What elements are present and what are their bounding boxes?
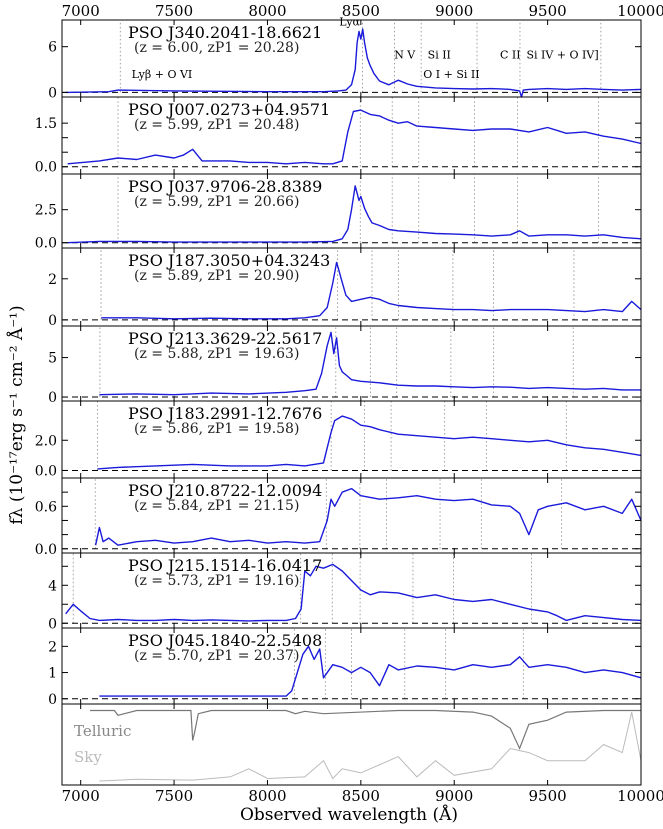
spectrum-line bbox=[67, 109, 642, 165]
spectrum-line bbox=[65, 563, 642, 622]
spectrum-line bbox=[65, 28, 642, 98]
panel-object-name: PSO J045.1840-22.5408 bbox=[128, 631, 322, 650]
panel-object-name: PSO J215.1514-16.0417 bbox=[128, 556, 322, 575]
bottom-panel-frame bbox=[61, 703, 642, 786]
bottom-x-tick-label: 7500 bbox=[155, 787, 193, 805]
y-axis-label: fλ (10⁻¹⁷erg s⁻¹ cm⁻² Å⁻¹) bbox=[6, 305, 27, 524]
panel-object-name: PSO J213.3629-22.5617 bbox=[128, 329, 322, 348]
emission-line-label: Si IV + O IV] bbox=[526, 49, 598, 62]
y-tick-label: 0 bbox=[48, 313, 57, 329]
y-tick-label: 0 bbox=[48, 390, 57, 406]
panel-5: 0 5 PSO J213.3629-22.5617(z = 5.88, zP1 = … bbox=[48, 325, 642, 406]
top-x-tick-label: 8500 bbox=[342, 2, 380, 20]
panel-object-name: PSO J183.2991-12.7676 bbox=[128, 404, 322, 423]
y-tick-label: 0.0 bbox=[35, 160, 57, 176]
emission-line-label: O I + Si II bbox=[423, 68, 479, 81]
y-tick-label: 2 bbox=[48, 639, 57, 655]
spectrum-line bbox=[67, 185, 642, 244]
sky-line bbox=[99, 711, 642, 782]
y-tick-label: 4 bbox=[48, 578, 57, 594]
panel-redshift-info: (z = 5.84, zP1 = 21.15) bbox=[134, 498, 299, 514]
y-tick-label: 0.0 bbox=[35, 236, 57, 252]
emission-line-label: Si II bbox=[428, 49, 451, 62]
top-x-tick-label: 10000 bbox=[617, 2, 663, 20]
bottom-x-axis: 7000 7500 8000 8500 9000 9500 10000 bbox=[62, 787, 663, 805]
emission-line-label: N V bbox=[394, 49, 416, 62]
panel-object-name: PSO J037.9706-28.8389 bbox=[128, 177, 322, 196]
y-tick-label: 2 bbox=[48, 272, 57, 288]
spectra-panels: 0 6 PSO J340.2041-18.6621(z = 6.00, zP1 = … bbox=[35, 15, 642, 708]
panel-redshift-info: (z = 5.89, zP1 = 20.90) bbox=[134, 268, 299, 284]
y-tick-label: 1 bbox=[48, 666, 57, 682]
y-tick-label: 5 bbox=[48, 351, 57, 367]
panel-4: 0 2 PSO J187.3050+04.3243(z = 5.89, zP1 = … bbox=[48, 247, 642, 329]
top-x-tick-label: 9500 bbox=[529, 2, 567, 20]
spectrum-line bbox=[101, 261, 642, 320]
y-tick-label: 0.0 bbox=[35, 542, 57, 558]
spectrum-line bbox=[99, 645, 642, 697]
sky-label: Sky bbox=[74, 748, 102, 766]
spectrum-line bbox=[99, 331, 641, 396]
y-tick-label: 1.5 bbox=[35, 116, 57, 132]
panel-7: 0.0 0.6 PSO J210.8722-12.0094(z = 5.84, zP… bbox=[35, 477, 642, 558]
bottom-x-tick-label: 9500 bbox=[529, 787, 567, 805]
panel-object-name: PSO J210.8722-12.0094 bbox=[128, 481, 322, 500]
bottom-x-tick-label: 8500 bbox=[342, 787, 380, 805]
panel-redshift-info: (z = 5.73, zP1 = 19.16) bbox=[134, 573, 299, 589]
panel-redshift-info: (z = 5.70, zP1 = 20.37) bbox=[134, 648, 299, 664]
top-x-tick-label: 8000 bbox=[248, 2, 286, 20]
panel-8: 0 4 PSO J215.1514-16.0417(z = 5.73, zP1 = … bbox=[48, 552, 642, 632]
panel-object-name: PSO J340.2041-18.6621 bbox=[128, 23, 322, 42]
emission-line-label: Lyβ + O VI bbox=[132, 68, 193, 81]
panel-redshift-info: (z = 6.00, zP1 = 20.28) bbox=[134, 40, 299, 56]
panel-2: 0.0 1.5 PSO J007.0273+04.9571(z = 5.99, zP… bbox=[35, 96, 642, 176]
spectrum-line bbox=[94, 487, 642, 546]
top-x-tick-label: 7000 bbox=[62, 2, 100, 20]
panel-redshift-info: (z = 5.86, zP1 = 19.58) bbox=[134, 421, 299, 437]
y-tick-label: 0 bbox=[48, 616, 57, 632]
panel-object-name: PSO J187.3050+04.3243 bbox=[128, 251, 330, 270]
panel-3: 0.0 2.5 PSO J037.9706-28.8389(z = 5.99, zP… bbox=[35, 173, 642, 252]
x-axis-label: Observed wavelength (Å) bbox=[240, 804, 458, 825]
y-tick-label: 0.6 bbox=[35, 499, 57, 515]
emission-line-label: C II bbox=[500, 49, 521, 62]
panel-redshift-info: (z = 5.88, zP1 = 19.63) bbox=[134, 346, 299, 362]
y-tick-label: 2.5 bbox=[35, 203, 57, 219]
panel-9: 0 1 2 PSO J045.1840-22.5408(z = 5.70, zP1 =… bbox=[48, 627, 642, 708]
bottom-x-tick-label: 8000 bbox=[248, 787, 286, 805]
line-labels: Lyα N V Si II C II Si IV + O IV] Lyβ + O VI O … bbox=[132, 15, 599, 80]
top-x-tick-label: 9000 bbox=[435, 2, 473, 20]
panel-6: 0.0 2.0 PSO J183.2991-12.7676(z = 5.86, zP… bbox=[35, 400, 642, 479]
panel-redshift-info: (z = 5.99, zP1 = 20.66) bbox=[134, 194, 299, 210]
emission-line-label: Lyα bbox=[339, 15, 360, 28]
bottom-x-tick-label: 9000 bbox=[435, 787, 473, 805]
telluric-line bbox=[90, 709, 641, 751]
top-x-tick-label: 7500 bbox=[155, 2, 193, 20]
telluric-sky-panel: Telluric Sky bbox=[61, 703, 642, 786]
spectrum-line bbox=[97, 415, 642, 470]
y-tick-label: 0.0 bbox=[35, 463, 57, 479]
y-tick-label: 6 bbox=[48, 40, 57, 56]
panel-object-name: PSO J007.0273+04.9571 bbox=[128, 100, 330, 119]
telluric-label: Telluric bbox=[74, 722, 131, 740]
bottom-x-tick-label: 7000 bbox=[62, 787, 100, 805]
y-tick-label: 0 bbox=[48, 692, 57, 708]
panel-redshift-info: (z = 5.99, zP1 = 20.48) bbox=[134, 117, 299, 133]
y-tick-label: 2.0 bbox=[35, 433, 57, 449]
top-x-axis: 7000 7500 8000 8500 9000 9500 10000 bbox=[62, 2, 663, 20]
bottom-x-tick-label: 10000 bbox=[617, 787, 663, 805]
y-tick-label: 0 bbox=[48, 85, 57, 101]
